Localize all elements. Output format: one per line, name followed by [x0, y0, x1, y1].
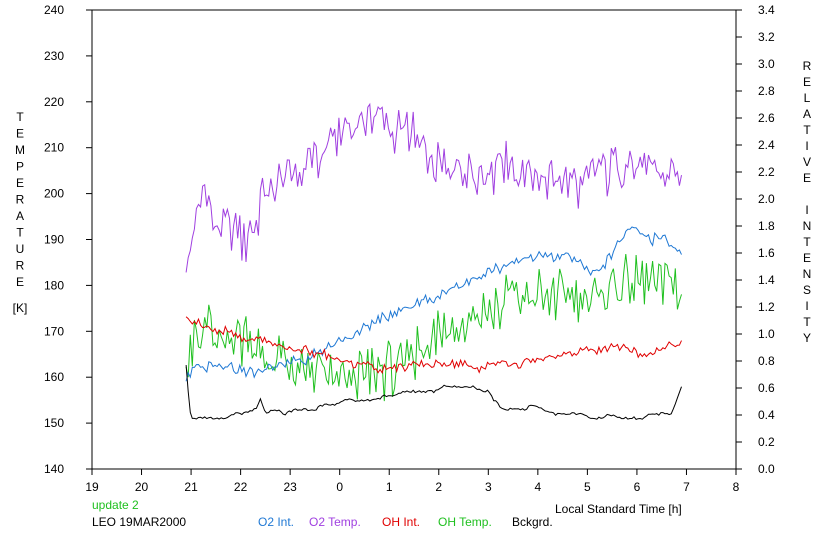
y-right-label-letter: N	[803, 219, 812, 233]
y-right-tick-label: 0.2	[758, 435, 775, 449]
x-tick-label: 19	[85, 480, 99, 494]
y-right-tick-label: 3.2	[758, 30, 775, 44]
y-right-tick-label: 2.8	[758, 84, 775, 98]
y-left-label-letter: M	[15, 143, 25, 157]
y-left-label-unit: [K]	[13, 301, 28, 315]
x-tick-label: 1	[386, 480, 393, 494]
y-left-tick-label: 230	[44, 49, 64, 63]
y-left-label-letter: P	[16, 160, 24, 174]
y-left-tick-label: 210	[44, 141, 64, 155]
x-tick-label: 22	[234, 480, 248, 494]
y-left-label-letter: A	[16, 209, 24, 223]
y-axis-right: 0.0 0.2 0.4 0.6 0.8 1.0 1.2 1.4 1.6 1.8 2.0 2.2 2.4 2…	[736, 3, 775, 476]
y-left-tick-label: 150	[44, 416, 64, 430]
y-right-tick-label: 0.8	[758, 354, 775, 368]
y-left-label-letter: T	[16, 226, 24, 240]
y-right-label-letter: E	[803, 75, 811, 89]
y-right-label-letter: E	[803, 171, 811, 185]
y-right-label-letter: T	[803, 315, 811, 329]
x-tick-label: 23	[283, 480, 297, 494]
x-tick-label: 8	[733, 480, 740, 494]
y-right-tick-label: 2.2	[758, 165, 775, 179]
y-left-tick-label: 190	[44, 233, 64, 247]
series-line-o2-int	[185, 226, 682, 382]
y-right-label-letter: R	[803, 59, 812, 73]
y-right-label-letter: E	[803, 251, 811, 265]
y-right-tick-label: 1.8	[758, 219, 775, 233]
series-line-oh-temp	[185, 253, 682, 402]
y-right-tick-label: 2.6	[758, 111, 775, 125]
legend: O2 Int. O2 Temp. OH Int. OH Temp. Bckgrd.	[258, 515, 553, 529]
series-line-o2-temp	[185, 102, 682, 273]
x-tick-label: 0	[336, 480, 343, 494]
y-left-tick-label: 160	[44, 370, 64, 384]
legend-item: O2 Int.	[258, 515, 294, 529]
y-left-label-letter: E	[16, 275, 24, 289]
update-text: update 2	[92, 498, 139, 512]
y-left-label-letter: R	[16, 193, 25, 207]
y-right-tick-label: 1.6	[758, 246, 775, 260]
y-right-label-letter: I	[805, 203, 808, 217]
y-left-tick-label: 180	[44, 278, 64, 292]
y-left-label-letter: E	[16, 127, 24, 141]
y-left-tick-label: 240	[44, 3, 64, 17]
station-date-text: LEO 19MAR2000	[92, 515, 186, 529]
y-right-label-letter: L	[804, 91, 811, 105]
y-left-tick-label: 140	[44, 462, 64, 476]
y-right-tick-label: 1.2	[758, 300, 775, 314]
y-right-tick-label: 1.0	[758, 327, 775, 341]
x-tick-label: 6	[634, 480, 641, 494]
y-right-tick-label: 0.6	[758, 381, 775, 395]
y-left-label-letter: T	[16, 110, 24, 124]
series-line-oh-int	[185, 316, 682, 375]
y-right-label-letter: N	[803, 267, 812, 281]
legend-item: OH Temp.	[438, 515, 492, 529]
y-left-tick-label: 200	[44, 187, 64, 201]
y-left-label-letter: U	[16, 242, 25, 256]
x-tick-label: 3	[485, 480, 492, 494]
y-left-label-letter: E	[16, 176, 24, 190]
legend-item: Bckgrd.	[512, 515, 553, 529]
series-line-bckgrd	[185, 365, 682, 420]
x-tick-label: 4	[535, 480, 542, 494]
y-axis-left: 140 150 160 170 180 190 200 210 220 230 240	[44, 3, 92, 476]
y-right-tick-label: 0.4	[758, 408, 775, 422]
y-right-tick-label: 2.4	[758, 138, 775, 152]
y-right-tick-label: 3.0	[758, 57, 775, 71]
legend-item: O2 Temp.	[309, 515, 361, 529]
y-right-tick-label: 3.4	[758, 3, 775, 17]
x-tick-label: 2	[435, 480, 442, 494]
y-right-tick-label: 1.4	[758, 273, 775, 287]
y-right-label-letter: S	[803, 283, 811, 297]
y-right-label-letter: I	[805, 299, 808, 313]
series-layer	[185, 102, 682, 420]
legend-item: OH Int.	[382, 515, 420, 529]
y-left-tick-label: 170	[44, 324, 64, 338]
y-right-label-letter: T	[803, 235, 811, 249]
y-right-tick-label: 2.0	[758, 192, 775, 206]
y-right-label-letter: A	[803, 107, 811, 121]
y-right-tick-label: 0.0	[758, 462, 775, 476]
x-axis: 19 20 21 22 23 0 1 2 3 4 5 6 7 8	[85, 469, 740, 494]
y-right-label-letter: V	[803, 155, 811, 169]
y-right-label-letter: I	[805, 139, 808, 153]
x-tick-label: 5	[584, 480, 591, 494]
y-right-label-letter: Y	[803, 331, 811, 345]
x-tick-label: 7	[683, 480, 690, 494]
y-left-label-letter: R	[16, 259, 25, 273]
y-left-tick-label: 220	[44, 95, 64, 109]
y-right-label-letter: T	[803, 123, 811, 137]
x-tick-label: 21	[184, 480, 198, 494]
x-tick-label: 20	[135, 480, 149, 494]
x-axis-label: Local Standard Time [h]	[555, 502, 682, 516]
